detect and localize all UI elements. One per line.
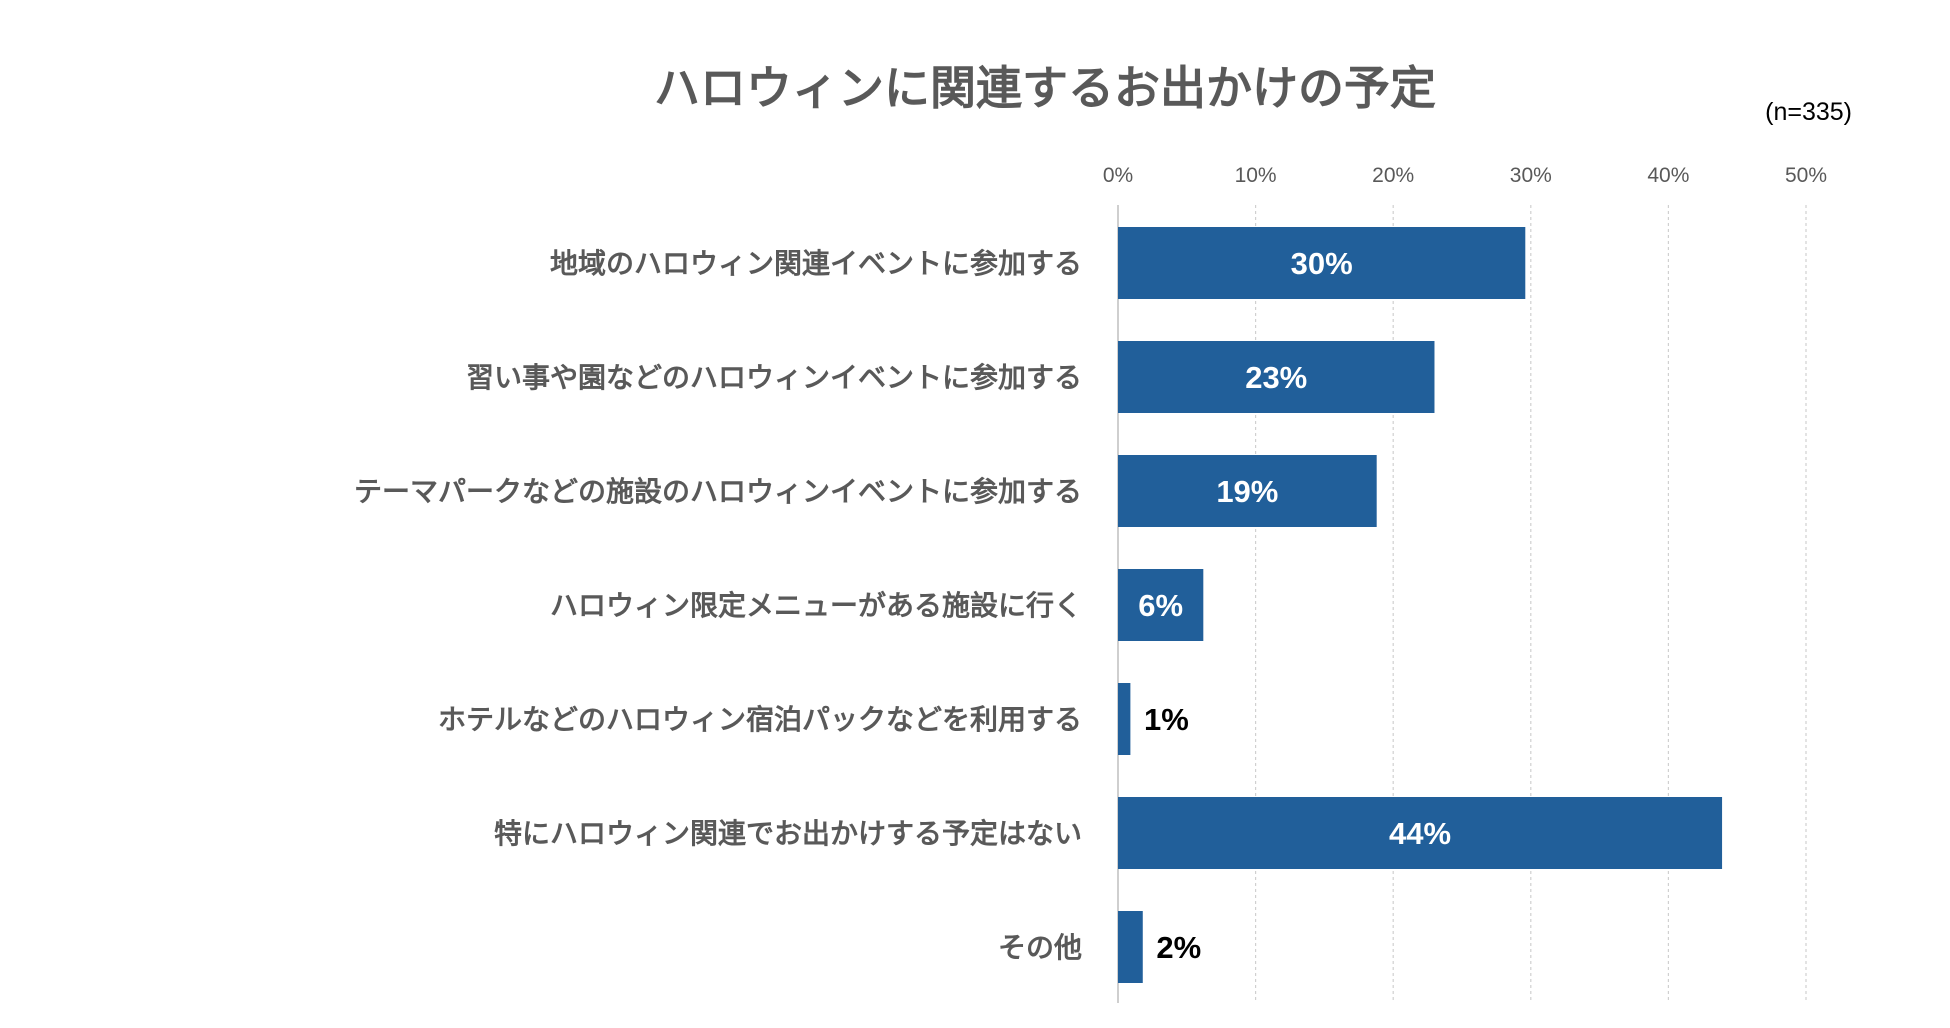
category-label: ホテルなどのハロウィン宿泊パックなどを利用する: [438, 703, 1082, 736]
data-label: 1%: [1144, 702, 1189, 737]
bar: [1118, 569, 1204, 641]
bar: [1118, 797, 1723, 869]
category-label: 習い事や園などのハロウィンイベントに参加する: [466, 361, 1082, 394]
data-label: 30%: [1291, 246, 1353, 281]
data-label: 44%: [1389, 816, 1451, 851]
gridlines: [1254, 205, 1807, 1003]
category-label: 地域のハロウィン関連イベントに参加する: [550, 247, 1082, 280]
x-tick-label: 10%: [1235, 164, 1277, 187]
category-label: 特にハロウィン関連でお出かけする予定はない: [494, 817, 1082, 850]
bar: [1118, 683, 1131, 755]
bars: [1118, 227, 1723, 983]
category-labels: 地域のハロウィン関連イベントに参加する習い事や園などのハロウィンイベントに参加す…: [354, 247, 1082, 964]
data-labels: 30% 23% 19% 6% 1% 44% 2%: [1138, 246, 1451, 965]
sample-size-note: (n=335): [1765, 98, 1852, 126]
chart-title: ハロウィンに関連するお出かけの予定: [654, 61, 1436, 115]
data-label: 6%: [1138, 588, 1183, 623]
x-tick-label: 50%: [1785, 164, 1827, 187]
bar: [1118, 227, 1526, 299]
bar: [1118, 455, 1377, 527]
bar: [1118, 911, 1143, 983]
category-label: ハロウィン限定メニューがある施設に行く: [550, 589, 1082, 622]
x-axis-ticks: 0% 10% 20% 30% 40% 50%: [1103, 164, 1827, 187]
x-tick-label: 20%: [1372, 164, 1414, 187]
data-label: 2%: [1156, 930, 1201, 965]
category-label: テーマパークなどの施設のハロウィンイベントに参加する: [354, 475, 1082, 508]
category-label: その他: [998, 931, 1082, 964]
x-tick-label: 40%: [1647, 164, 1689, 187]
data-label: 23%: [1245, 360, 1307, 395]
bar: [1118, 341, 1435, 413]
x-tick-label: 0%: [1103, 164, 1133, 187]
data-label: 19%: [1216, 474, 1278, 509]
x-tick-label: 30%: [1510, 164, 1552, 187]
